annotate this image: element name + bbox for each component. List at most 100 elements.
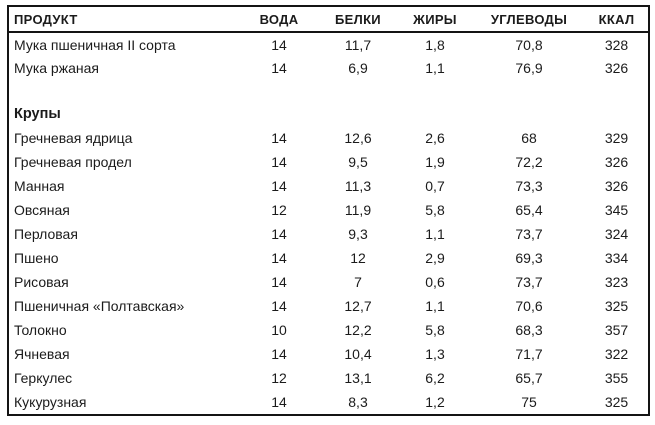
proteins-cell: 12,2 <box>344 322 372 338</box>
kcal-cell: 323 <box>604 274 629 290</box>
water-cell: 14 <box>271 36 287 53</box>
table-header: ПРОДУКТ ВОДА БЕЛКИ ЖИРЫ УГЛЕВОДЫ ККАЛ <box>9 7 648 33</box>
carbohydrates-cell: 70,6 <box>515 298 543 314</box>
product-cell: Геркулес <box>14 370 73 386</box>
fats-cell: 0,7 <box>425 178 445 194</box>
fats-cell: 5,8 <box>425 322 445 338</box>
product-cell: Гречневая ядрица <box>14 130 133 146</box>
table-row: Геркулес 12 13,1 6,2 65,7 355 <box>9 366 648 390</box>
spacer-row <box>9 80 648 102</box>
proteins-cell: 7 <box>354 274 362 290</box>
proteins-cell: 11,3 <box>344 178 372 194</box>
product-cell: Ячневая <box>14 346 70 362</box>
proteins-cell: 11,7 <box>344 36 372 53</box>
kcal-cell: 357 <box>604 322 629 338</box>
product-cell: Манная <box>14 178 65 194</box>
table-row: Кукурузная 14 8,3 1,2 75 325 <box>9 390 648 414</box>
table-row: Овсяная 12 11,9 5,8 65,4 345 <box>9 198 648 222</box>
water-cell: 14 <box>271 250 287 266</box>
product-cell: Мука ржаная <box>14 60 99 76</box>
proteins-cell: 12 <box>350 250 366 266</box>
nutrition-table: ПРОДУКТ ВОДА БЕЛКИ ЖИРЫ УГЛЕВОДЫ ККАЛ Мука пш… <box>9 7 648 414</box>
table-body: Мука пшеничная II сорта 14 11,7 1,8 70,8 328 М… <box>9 32 648 414</box>
water-cell: 14 <box>271 178 287 194</box>
fats-cell: 6,2 <box>425 370 445 386</box>
section-header-row: Крупы <box>9 102 648 126</box>
kcal-cell: 322 <box>604 346 629 362</box>
carbohydrates-cell: 73,3 <box>515 178 543 194</box>
table-row: Рисовая 14 7 0,6 73,7 323 <box>9 270 648 294</box>
product-cell: Пшеничная «Полтавская» <box>14 298 185 314</box>
product-cell: Толокно <box>14 322 67 338</box>
column-header-proteins: БЕЛКИ <box>319 7 397 33</box>
carbohydrates-cell: 68,3 <box>515 322 543 338</box>
fats-cell: 1,1 <box>425 226 445 242</box>
column-header-fats: ЖИРЫ <box>397 7 473 33</box>
proteins-cell: 8,3 <box>348 394 368 410</box>
water-cell: 14 <box>271 130 287 146</box>
proteins-cell: 11,9 <box>344 202 372 218</box>
proteins-cell: 13,1 <box>344 370 372 386</box>
fats-cell: 1,8 <box>425 36 445 53</box>
fats-cell: 5,8 <box>425 202 445 218</box>
water-cell: 14 <box>271 226 287 242</box>
fats-cell: 1,2 <box>425 394 445 410</box>
fats-cell: 1,1 <box>425 60 445 76</box>
table-row: Ячневая 14 10,4 1,3 71,7 322 <box>9 342 648 366</box>
product-cell: Овсяная <box>14 202 70 218</box>
carbohydrates-cell: 69,3 <box>515 250 543 266</box>
proteins-cell: 9,5 <box>348 154 368 170</box>
product-cell: Перловая <box>14 226 78 242</box>
carbohydrates-cell: 68 <box>521 130 537 146</box>
table-row: Пшеничная «Полтавская» 14 12,7 1,1 70,6 325 <box>9 294 648 318</box>
water-cell: 14 <box>271 274 287 290</box>
column-header-kcal: ККАЛ <box>585 7 648 33</box>
table-row: Гречневая ядрица 14 12,6 2,6 68 329 <box>9 126 648 150</box>
product-cell: Рисовая <box>14 274 69 290</box>
water-cell: 14 <box>271 346 287 362</box>
water-cell: 14 <box>271 298 287 314</box>
table-row: Гречневая продел 14 9,5 1,9 72,2 326 <box>9 150 648 174</box>
carbohydrates-cell: 71,7 <box>515 346 543 362</box>
nutrition-table-frame: ПРОДУКТ ВОДА БЕЛКИ ЖИРЫ УГЛЕВОДЫ ККАЛ Мука пш… <box>7 5 650 416</box>
kcal-cell: 326 <box>604 60 629 76</box>
water-cell: 12 <box>271 202 287 218</box>
kcal-cell: 334 <box>604 250 629 266</box>
fats-cell: 0,6 <box>425 274 445 290</box>
fats-cell: 2,6 <box>425 130 445 146</box>
carbohydrates-cell: 65,7 <box>515 370 543 386</box>
kcal-cell: 355 <box>604 370 629 386</box>
water-cell: 14 <box>271 60 287 76</box>
table-row: Мука ржаная 14 6,9 1,1 76,9 326 <box>9 56 648 80</box>
fats-cell: 2,9 <box>425 250 445 266</box>
kcal-cell: 326 <box>604 178 629 194</box>
carbohydrates-cell: 73,7 <box>515 274 543 290</box>
water-cell: 14 <box>271 154 287 170</box>
kcal-cell: 325 <box>604 394 629 410</box>
proteins-cell: 6,9 <box>348 60 368 76</box>
section-header-label: Крупы <box>14 106 61 122</box>
carbohydrates-cell: 73,7 <box>515 226 543 242</box>
column-header-water: ВОДА <box>239 7 319 33</box>
table-row: Мука пшеничная II сорта 14 11,7 1,8 70,8 328 <box>9 32 648 56</box>
kcal-cell: 329 <box>604 130 629 146</box>
kcal-cell: 326 <box>604 154 629 170</box>
table-row: Пшено 14 12 2,9 69,3 334 <box>9 246 648 270</box>
table-row: Толокно 10 12,2 5,8 68,3 357 <box>9 318 648 342</box>
kcal-cell: 325 <box>604 298 629 314</box>
product-cell: Гречневая продел <box>14 154 132 170</box>
fats-cell: 1,9 <box>425 154 445 170</box>
carbohydrates-cell: 75 <box>521 394 537 410</box>
proteins-cell: 12,7 <box>344 298 372 314</box>
table-row: Манная 14 11,3 0,7 73,3 326 <box>9 174 648 198</box>
kcal-cell: 324 <box>604 226 629 242</box>
proteins-cell: 9,3 <box>348 226 368 242</box>
carbohydrates-cell: 70,8 <box>515 36 543 53</box>
product-cell: Кукурузная <box>14 394 87 410</box>
kcal-cell: 345 <box>604 202 629 218</box>
water-cell: 10 <box>271 322 287 338</box>
fats-cell: 1,1 <box>425 298 445 314</box>
water-cell: 14 <box>271 394 287 410</box>
header-row: ПРОДУКТ ВОДА БЕЛКИ ЖИРЫ УГЛЕВОДЫ ККАЛ <box>9 7 648 33</box>
column-header-product: ПРОДУКТ <box>9 7 239 33</box>
